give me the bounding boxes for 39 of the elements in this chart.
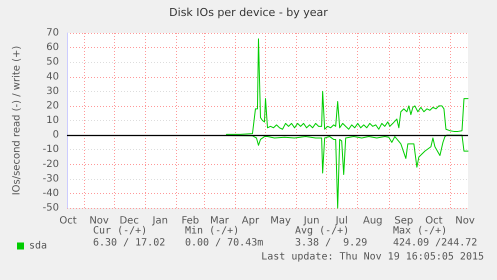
chart-title: Disk IOs per device - by year — [169, 6, 328, 19]
text: Cur (-/+) — [93, 226, 148, 236]
y-tick-label: -50 — [42, 202, 59, 214]
text: Max (-/+) — [393, 226, 448, 236]
y-axis-title: IOs/second read (-) / write (+) — [12, 46, 22, 196]
x-tick-label: Jan — [152, 216, 168, 226]
y-tick-label: 50 — [46, 56, 59, 68]
x-tick-label: Nov — [455, 216, 475, 226]
legend-label: sda — [29, 240, 48, 252]
x-tick-label: Jul — [334, 216, 348, 226]
text: 6.30 / 17.02 — [93, 238, 166, 248]
x-tick-label: Feb — [181, 216, 200, 226]
text: Avg (-/+) — [295, 226, 350, 236]
y-tick-label: 30 — [46, 86, 59, 97]
x-tick-label: Oct — [59, 216, 77, 226]
x-tick-label: Aug — [362, 216, 383, 226]
x-tick-label: Nov — [89, 216, 109, 226]
y-tick-label: 10 — [46, 115, 59, 126]
x-tick-label: May — [270, 216, 291, 226]
y-tick-label: 60 — [46, 42, 59, 54]
x-tick-label: Oct — [425, 216, 443, 226]
y-tick-label: -30 — [42, 173, 59, 184]
text: 0.00 / 70.43m — [185, 238, 264, 248]
x-tick-label: Sep — [394, 216, 414, 226]
y-tick-label: -20 — [42, 158, 59, 170]
text: 424.09 /244.72 — [393, 238, 478, 248]
text: Min (-/+) — [185, 226, 240, 236]
x-tick-label: Apr — [242, 216, 260, 226]
x-tick-label: Dec — [119, 216, 139, 226]
y-tick-label: -10 — [42, 144, 59, 156]
y-tick-label: 70 — [46, 28, 59, 38]
text: Last update: Thu Nov 19 16:05:05 2015 — [261, 252, 484, 262]
x-tick-label: Mar — [210, 216, 230, 226]
x-tick-label: Jun — [302, 216, 320, 226]
y-tick-label: 40 — [46, 71, 59, 82]
y-tick-label: -40 — [42, 188, 59, 199]
y-tick-label: 20 — [46, 100, 59, 112]
text: 3.38 / 9.29 — [295, 238, 368, 248]
y-tick-label: 0 — [52, 130, 59, 141]
